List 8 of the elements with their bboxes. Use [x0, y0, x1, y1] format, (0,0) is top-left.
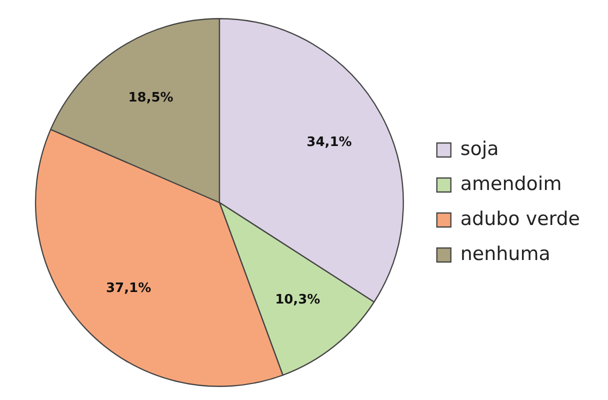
data-label: 18,5%: [128, 90, 174, 106]
legend-label: amendoim: [460, 172, 562, 195]
legend-label: adubo verde: [460, 208, 580, 230]
legend-label: soja: [460, 138, 499, 160]
legend-label: nenhuma: [460, 242, 550, 265]
data-label: 37,1%: [106, 280, 152, 296]
data-label: 34,1%: [306, 134, 352, 150]
data-label: 10,3%: [275, 292, 320, 308]
